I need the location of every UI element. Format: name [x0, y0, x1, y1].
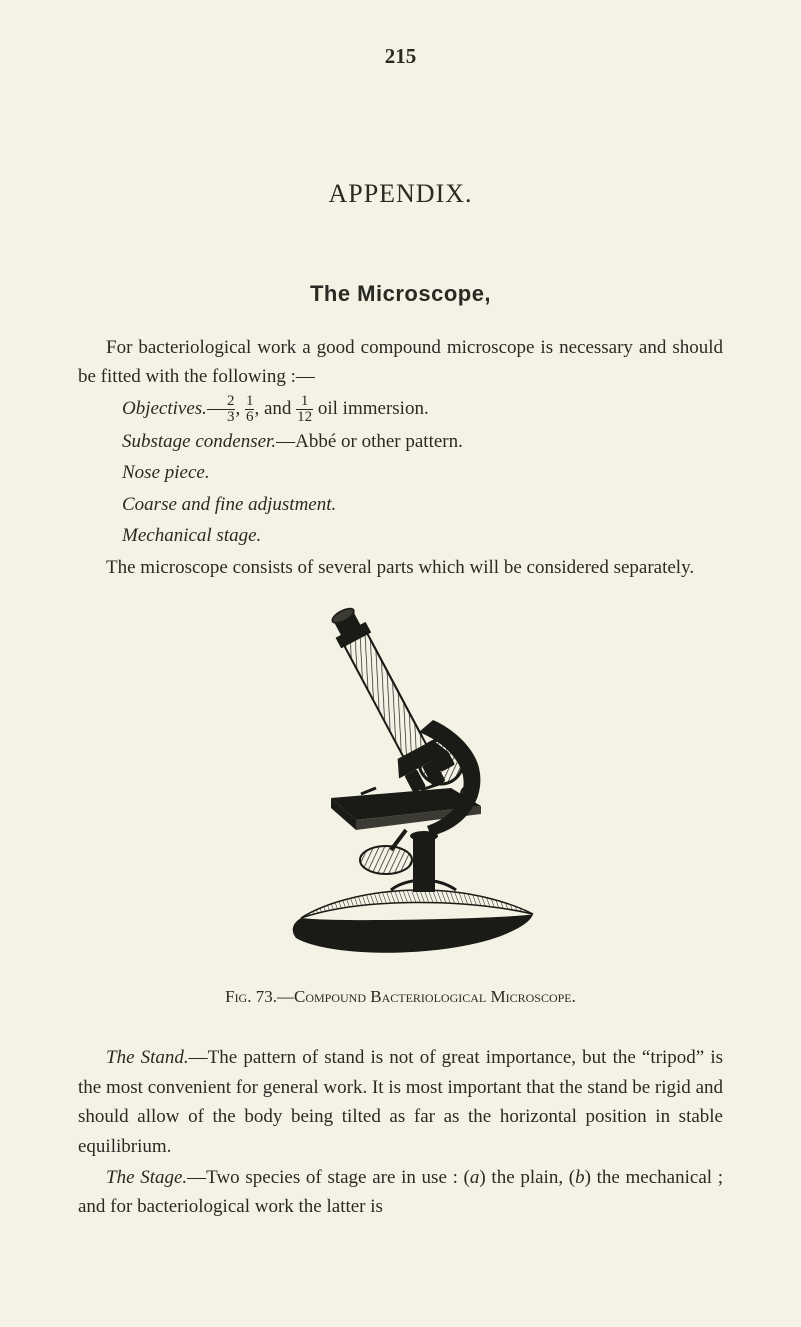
mechanical-label: Mechanical stage.: [122, 525, 261, 546]
denominator: 6: [245, 409, 255, 425]
numerator: 1: [245, 394, 255, 409]
text: , and: [254, 398, 296, 419]
coarse-line: Coarse and fine adjustment.: [122, 490, 723, 519]
text: oil immersion.: [313, 398, 429, 419]
coarse-label: Coarse and fine adjustment.: [122, 494, 336, 515]
denominator: 3: [226, 409, 236, 425]
caption-text: Compound Bacteriological Microscope.: [294, 987, 576, 1006]
objectives-label: Objectives.: [122, 398, 207, 419]
nose-label: Nose piece.: [122, 462, 210, 483]
fraction-2-3: 23: [226, 394, 236, 425]
section-heading: The Microscope,: [78, 281, 723, 307]
text: —: [207, 398, 226, 419]
consists-paragraph: The microscope consists of several parts…: [78, 553, 723, 582]
denominator: 12: [296, 409, 313, 425]
substage-label: Substage condenser.: [122, 431, 276, 452]
microscope-icon: [241, 598, 561, 968]
stand-paragraph: The Stand.—The pattern of stand is not o…: [78, 1043, 723, 1161]
numerator: 2: [226, 394, 236, 409]
numerator: 1: [296, 394, 313, 409]
substage-line: Substage condenser.—Abbé or other patter…: [122, 427, 723, 456]
objectives-line: Objectives.—23, 16, and 112 oil immersio…: [122, 394, 723, 425]
substage-rest: —Abbé or other pattern.: [276, 431, 463, 452]
stage-option-a: a: [470, 1167, 480, 1188]
fraction-1-12: 112: [296, 394, 313, 425]
mechanical-line: Mechanical stage.: [122, 521, 723, 550]
page-number: 215: [78, 44, 723, 69]
figure-caption: Fig. 73.—Compound Bacteriological Micros…: [78, 987, 723, 1007]
nose-line: Nose piece.: [122, 458, 723, 487]
stand-label: The Stand.: [106, 1047, 189, 1068]
stage-paragraph: The Stage.—Two species of stage are in u…: [78, 1163, 723, 1222]
text: —Two species of stage are in use : (: [187, 1167, 470, 1188]
text: ) the plain, (: [479, 1167, 575, 1188]
stage-option-b: b: [575, 1167, 585, 1188]
caption-prefix: Fig. 73.—: [225, 987, 294, 1006]
stage-label: The Stage.: [106, 1167, 187, 1188]
appendix-heading: APPENDIX.: [78, 179, 723, 209]
fraction-1-6: 16: [245, 394, 255, 425]
microscope-figure: [78, 598, 723, 973]
intro-paragraph: For bacteriological work a good compound…: [78, 333, 723, 392]
text: ,: [235, 398, 245, 419]
